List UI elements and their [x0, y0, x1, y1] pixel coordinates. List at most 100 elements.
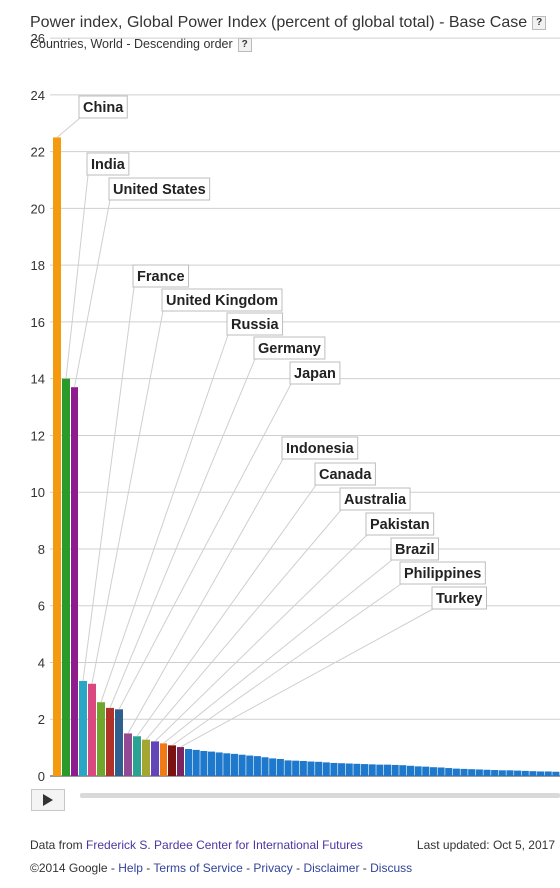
- bar-other[interactable]: [261, 757, 269, 776]
- bar-other[interactable]: [483, 769, 491, 776]
- label-pakistan[interactable]: Pakistan: [365, 512, 435, 536]
- bar-other[interactable]: [246, 755, 254, 776]
- disclaimer-link[interactable]: Disclaimer: [303, 861, 360, 875]
- label-text: Russia: [231, 317, 279, 333]
- bar-other[interactable]: [506, 770, 514, 776]
- bar-other[interactable]: [215, 752, 223, 776]
- label-canada[interactable]: Canada: [314, 462, 376, 486]
- label-box: [132, 264, 190, 288]
- bar-other[interactable]: [468, 769, 476, 776]
- bar-other[interactable]: [383, 764, 392, 776]
- bar-other[interactable]: [185, 749, 193, 776]
- bar-other[interactable]: [460, 768, 468, 776]
- bar-other[interactable]: [315, 761, 323, 776]
- label-united-kingdom[interactable]: United Kingdom: [161, 288, 283, 312]
- bar-other[interactable]: [475, 769, 483, 776]
- bar-other[interactable]: [552, 771, 560, 776]
- bar-other[interactable]: [514, 770, 522, 776]
- label-india[interactable]: India: [86, 152, 130, 176]
- terms-link[interactable]: Terms of Service: [153, 861, 243, 875]
- bar-other[interactable]: [284, 760, 292, 776]
- play-button[interactable]: [31, 789, 65, 811]
- bar-canada[interactable]: [133, 736, 141, 776]
- bar-other[interactable]: [322, 762, 330, 776]
- bar-other[interactable]: [361, 764, 369, 776]
- label-box: [390, 537, 439, 561]
- title-help-button[interactable]: ?: [532, 15, 547, 30]
- bar-other[interactable]: [276, 758, 284, 776]
- bar-other[interactable]: [299, 760, 307, 776]
- label-japan[interactable]: Japan: [289, 361, 341, 385]
- label-united-states[interactable]: United States: [108, 177, 211, 201]
- bar-other[interactable]: [445, 768, 453, 776]
- bar-china[interactable]: [53, 137, 61, 776]
- bar-brazil[interactable]: [160, 743, 167, 776]
- label-text: India: [91, 157, 126, 173]
- bar-germany[interactable]: [106, 707, 114, 776]
- bar-other[interactable]: [223, 753, 231, 776]
- bar-other[interactable]: [330, 762, 338, 776]
- bar-other[interactable]: [544, 771, 552, 776]
- leader-line: [91, 310, 164, 684]
- source-link[interactable]: Frederick S. Pardee Center for Internati…: [86, 838, 363, 852]
- bar-pakistan[interactable]: [151, 741, 159, 776]
- label-text: Japan: [294, 366, 336, 382]
- label-russia[interactable]: Russia: [226, 312, 284, 336]
- bar-india[interactable]: [62, 378, 70, 776]
- label-france[interactable]: France: [132, 264, 190, 288]
- bar-other[interactable]: [429, 767, 437, 776]
- bar-other[interactable]: [521, 770, 529, 776]
- bar-philippines[interactable]: [168, 745, 176, 776]
- bar-other[interactable]: [391, 764, 399, 776]
- bar-other[interactable]: [529, 771, 537, 776]
- bar-other[interactable]: [399, 765, 407, 776]
- label-china[interactable]: China: [78, 95, 128, 119]
- label-australia[interactable]: Australia: [339, 487, 411, 511]
- bar-other[interactable]: [192, 749, 200, 776]
- bar-other[interactable]: [345, 763, 353, 776]
- bar-other[interactable]: [253, 756, 261, 776]
- bar-other[interactable]: [353, 763, 361, 776]
- bar-other[interactable]: [491, 770, 499, 776]
- bar-russia[interactable]: [97, 702, 105, 776]
- label-indonesia[interactable]: Indonesia: [281, 436, 359, 460]
- label-text: Indonesia: [286, 441, 355, 457]
- bar-other[interactable]: [422, 766, 430, 776]
- bar-australia[interactable]: [142, 739, 150, 776]
- label-box: [365, 512, 435, 536]
- label-text: Canada: [319, 467, 372, 483]
- bar-other[interactable]: [498, 770, 506, 776]
- bar-other[interactable]: [338, 763, 346, 776]
- bar-other[interactable]: [269, 758, 277, 776]
- bar-other[interactable]: [437, 767, 445, 776]
- bar-other[interactable]: [368, 764, 376, 776]
- label-germany[interactable]: Germany: [253, 336, 326, 360]
- label-text: France: [137, 269, 185, 285]
- discuss-link[interactable]: Discuss: [370, 861, 413, 875]
- help-link[interactable]: Help: [118, 861, 143, 875]
- bar-turkey[interactable]: [177, 747, 184, 776]
- bar-other[interactable]: [537, 771, 545, 776]
- bar-other[interactable]: [376, 764, 384, 776]
- bar-other[interactable]: [207, 751, 216, 776]
- bar-other[interactable]: [238, 754, 246, 776]
- label-turkey[interactable]: Turkey: [431, 586, 487, 610]
- bar-japan[interactable]: [115, 709, 123, 776]
- time-slider[interactable]: [80, 793, 560, 798]
- privacy-link[interactable]: Privacy: [253, 861, 293, 875]
- bar-other[interactable]: [406, 765, 414, 776]
- label-box: [314, 462, 376, 486]
- label-philippines[interactable]: Philippines: [399, 561, 486, 585]
- bar-united-states[interactable]: [71, 387, 78, 776]
- bar-other[interactable]: [307, 761, 315, 776]
- label-box: [431, 586, 487, 610]
- bar-other[interactable]: [414, 766, 422, 776]
- bar-other[interactable]: [200, 751, 208, 776]
- bar-other[interactable]: [230, 753, 238, 776]
- bar-united-kingdom[interactable]: [88, 683, 96, 776]
- bar-other[interactable]: [452, 768, 460, 776]
- label-brazil[interactable]: Brazil: [390, 537, 439, 561]
- bar-indonesia[interactable]: [124, 733, 132, 776]
- bar-france[interactable]: [79, 680, 87, 776]
- bar-other[interactable]: [292, 760, 300, 776]
